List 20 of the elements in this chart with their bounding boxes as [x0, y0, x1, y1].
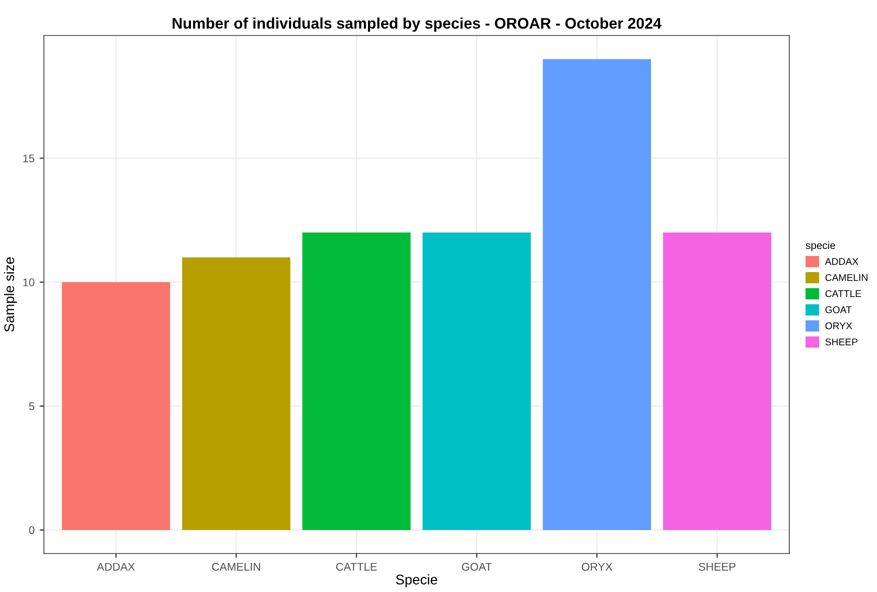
legend-label: CAMELIN: [825, 274, 868, 281]
y-tick-label: 15: [23, 154, 34, 162]
legend-title: specie: [806, 241, 836, 252]
x-tick-label: SHEEP: [698, 562, 736, 571]
legend-label: GOAT: [825, 306, 852, 314]
legend-label: SHEEP: [825, 338, 858, 346]
x-tick-label: ADDAX: [96, 562, 135, 571]
x-tick-label: ORYX: [582, 562, 612, 571]
y-tick-label: 0: [29, 526, 34, 534]
y-axis-title: Sample size: [4, 257, 17, 332]
chart-title: Number of individuals sampled by species - OROAR - October 2024: [172, 18, 662, 32]
x-tick-label: CATTLE: [336, 562, 377, 571]
x-tick-label: CAMELIN: [212, 562, 260, 571]
x-tick-label: GOAT: [462, 562, 492, 571]
legend-label: ADDAX: [824, 258, 858, 265]
legend-label: CATTLE: [825, 290, 862, 298]
y-tick-label: 10: [23, 278, 34, 286]
y-tick-label: 5: [29, 402, 34, 410]
x-axis-title: Specie: [396, 574, 438, 588]
legend-label: ORYX: [825, 322, 852, 330]
